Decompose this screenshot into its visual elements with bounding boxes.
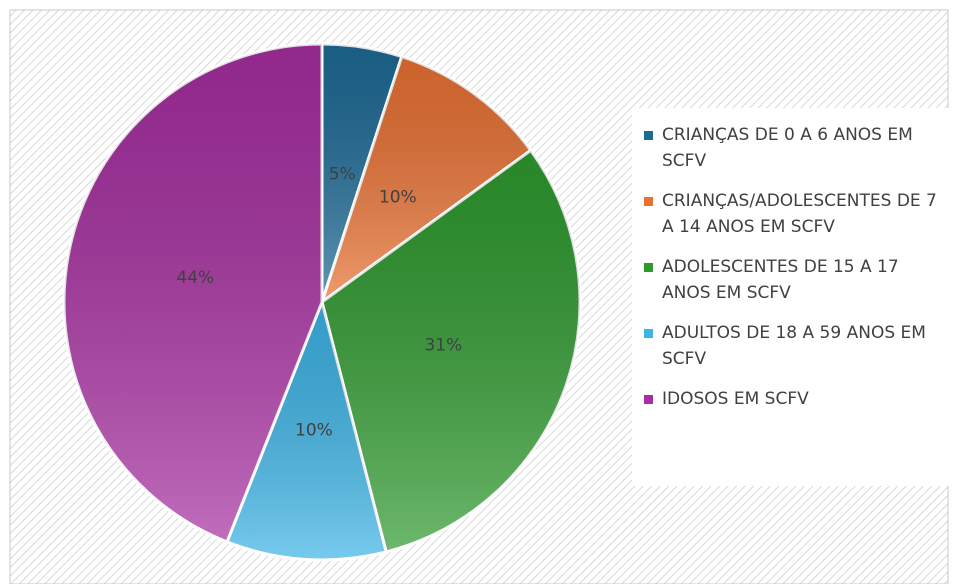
legend-item: ADULTOS DE 18 A 59 ANOS EM SCFV	[632, 320, 944, 372]
legend-swatch	[644, 197, 653, 206]
data-label: 10%	[379, 188, 417, 208]
legend-label: CRIANÇAS DE 0 A 6 ANOS EM SCFV	[662, 125, 913, 171]
legend-label: CRIANÇAS/ADOLESCENTES DE 7 A 14 ANOS EM …	[662, 191, 937, 237]
legend-swatch	[644, 395, 653, 404]
data-label: 44%	[176, 268, 214, 288]
data-label: 31%	[424, 336, 462, 356]
legend: CRIANÇAS DE 0 A 6 ANOS EM SCFV CRIANÇAS/A…	[632, 108, 952, 486]
data-label: 5%	[329, 165, 356, 185]
legend-item: IDOSOS EM SCFV	[632, 386, 944, 412]
legend-item: CRIANÇAS DE 0 A 6 ANOS EM SCFV	[632, 122, 944, 174]
legend-swatch	[644, 329, 653, 338]
legend-item: ADOLESCENTES DE 15 A 17 ANOS EM SCFV	[632, 254, 944, 306]
legend-label: ADULTOS DE 18 A 59 ANOS EM SCFV	[662, 323, 926, 369]
legend-item: CRIANÇAS/ADOLESCENTES DE 7 A 14 ANOS EM …	[632, 188, 944, 240]
legend-label: IDOSOS EM SCFV	[662, 389, 809, 409]
data-label: 10%	[295, 421, 333, 441]
legend-swatch	[644, 131, 653, 140]
legend-label: ADOLESCENTES DE 15 A 17 ANOS EM SCFV	[662, 257, 899, 303]
legend-swatch	[644, 263, 653, 272]
